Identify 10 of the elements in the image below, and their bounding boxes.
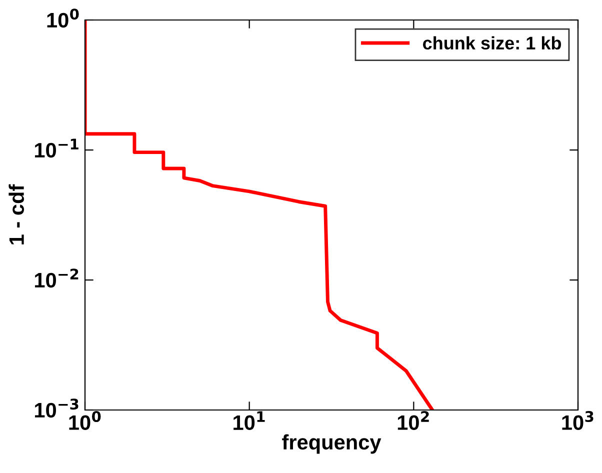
legend-label: chunk size: 1 kb [422,36,562,50]
x-tick-label: 10$^{0}$ [69,411,101,430]
x-tick-label: 10$^{3}$ [562,411,594,430]
x-tick-label: 10$^{1}$ [234,411,265,430]
y-tick-label: 10$^{0}$ [47,8,79,28]
x-tick-label: 10$^{2}$ [398,411,429,430]
y-axis-title: 1 - cdf [8,184,24,244]
y-tick-label: 10$^{−1}$ [34,138,78,158]
y-tick-label: 10$^{−2}$ [34,268,78,288]
x-axis-title: frequency [282,434,382,454]
